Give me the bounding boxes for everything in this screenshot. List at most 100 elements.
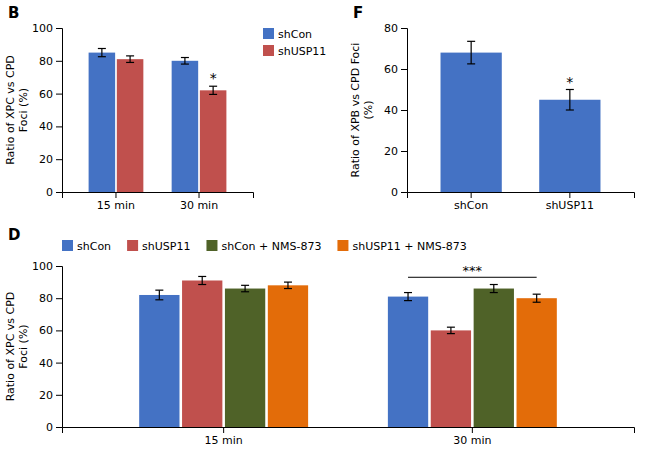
x-tick: 30 min <box>453 427 491 447</box>
x-axis: 15 min 30 min <box>63 427 635 447</box>
y-tick: 20 <box>39 153 62 166</box>
error-bar-stem <box>407 293 408 301</box>
y-tick-mark <box>56 94 62 95</box>
legend-label: shCon <box>77 240 111 253</box>
y-tick-mark <box>56 330 62 331</box>
error-bar-cap <box>566 109 574 110</box>
y-tick: 20 <box>384 145 407 158</box>
y-axis-title-line: Foci (%) <box>17 88 30 132</box>
y-tick-label: 0 <box>391 186 398 199</box>
y-tick: 80 <box>384 22 407 35</box>
bar-series <box>117 56 227 192</box>
y-tick: 40 <box>384 104 407 117</box>
error-bar-stem <box>450 327 451 333</box>
error-bar <box>467 41 475 64</box>
chart-container: 15 min30 min020406080100*BRatio of XPC v… <box>0 0 650 455</box>
x-tick-label: 15 min <box>205 434 243 447</box>
legend-swatch <box>263 45 274 56</box>
panel-title: F <box>353 4 363 22</box>
x-tick-mark <box>115 192 116 198</box>
y-tick-label: 20 <box>384 145 398 158</box>
y-tick: 0 <box>46 186 62 199</box>
panel: 15 min30 min020406080100***DRatio of XPC… <box>4 226 635 447</box>
legend-label: shCon <box>278 28 312 41</box>
x-tick: shUSP11 <box>546 192 594 212</box>
error-bar-cap <box>284 288 292 289</box>
y-axis: 020406080100 <box>32 260 63 434</box>
x-axis-line <box>63 193 254 199</box>
error-bar-stem <box>569 90 570 111</box>
error-bar-cap <box>126 55 134 56</box>
bar <box>89 53 116 192</box>
bar-series <box>268 282 557 427</box>
error-bar-cap <box>98 56 106 57</box>
y-tick: 60 <box>39 88 62 101</box>
y-tick-label: 80 <box>384 22 398 35</box>
x-tick-mark <box>199 192 200 198</box>
error-bar <box>404 293 412 301</box>
legend-swatch <box>62 240 73 251</box>
legend-label: shUSP11 + NMS-873 <box>352 240 466 253</box>
x-tick-label: 15 min <box>97 199 135 212</box>
y-tick: 40 <box>39 120 62 133</box>
error-bar-stem <box>159 290 160 300</box>
y-tick-label: 100 <box>32 22 53 35</box>
y-tick: 20 <box>39 389 62 402</box>
error-bar-cap <box>284 282 292 283</box>
y-axis-title-line: Ratio of XPB vs CPD Foci <box>349 43 362 178</box>
figure: 15 min30 min020406080100*BRatio of XPC v… <box>0 0 650 455</box>
y-tick-mark <box>56 192 62 193</box>
y-tick: 80 <box>39 292 62 305</box>
bar <box>441 53 502 192</box>
bar <box>172 61 199 192</box>
x-tick-label: shUSP11 <box>546 199 594 212</box>
y-tick-label: 0 <box>46 421 53 434</box>
y-tick-mark <box>56 159 62 160</box>
y-tick-mark <box>401 192 407 193</box>
y-tick-mark <box>56 395 62 396</box>
annotation: * <box>210 70 217 86</box>
y-tick: 100 <box>32 22 62 35</box>
x-tick: shCon <box>454 192 488 212</box>
error-bar-stem <box>536 294 537 302</box>
y-tick: 80 <box>39 55 62 68</box>
plot: 15 min 30 min 0 20 40 60 80 100 * <box>32 22 254 212</box>
bar <box>182 280 222 427</box>
error-bar-stem <box>101 49 102 57</box>
error-bar-stem <box>184 58 185 65</box>
panel-title: B <box>8 4 19 22</box>
error-bar-cap <box>404 292 412 293</box>
error-bar-cap <box>447 333 455 334</box>
y-axis-line <box>56 267 63 428</box>
x-tick-label: shCon <box>454 199 488 212</box>
bar <box>539 100 600 192</box>
plot: 15 min30 min020406080100*** <box>32 260 635 447</box>
error-bar <box>98 49 106 57</box>
legend-swatch <box>206 240 217 251</box>
x-tick: 15 min <box>97 192 135 212</box>
y-axis-line <box>401 29 408 193</box>
y-tick: 0 <box>391 186 407 199</box>
y-tick: 60 <box>384 63 407 76</box>
error-bar <box>155 290 163 300</box>
error-bar <box>566 90 574 111</box>
x-axis: shCon shUSP11 <box>408 192 635 212</box>
bar <box>517 298 557 427</box>
x-tick-label: 30 min <box>453 434 491 447</box>
bar <box>117 59 144 192</box>
bar <box>431 330 471 427</box>
error-bar <box>533 294 541 302</box>
error-bar-cap <box>490 284 498 285</box>
x-tick-label: 30 min <box>180 199 218 212</box>
y-tick-mark <box>56 126 62 127</box>
y-tick-label: 0 <box>46 186 53 199</box>
error-bar-cap <box>209 94 217 95</box>
y-tick-mark <box>56 28 62 29</box>
plot: shConshUSP11020406080* <box>384 22 635 212</box>
error-bar <box>181 58 189 65</box>
y-tick: 0 <box>46 421 62 434</box>
y-tick-label: 80 <box>39 292 53 305</box>
error-bar-cap <box>126 62 134 63</box>
legend-item: shCon <box>62 240 111 253</box>
y-tick-label: 40 <box>39 357 53 370</box>
